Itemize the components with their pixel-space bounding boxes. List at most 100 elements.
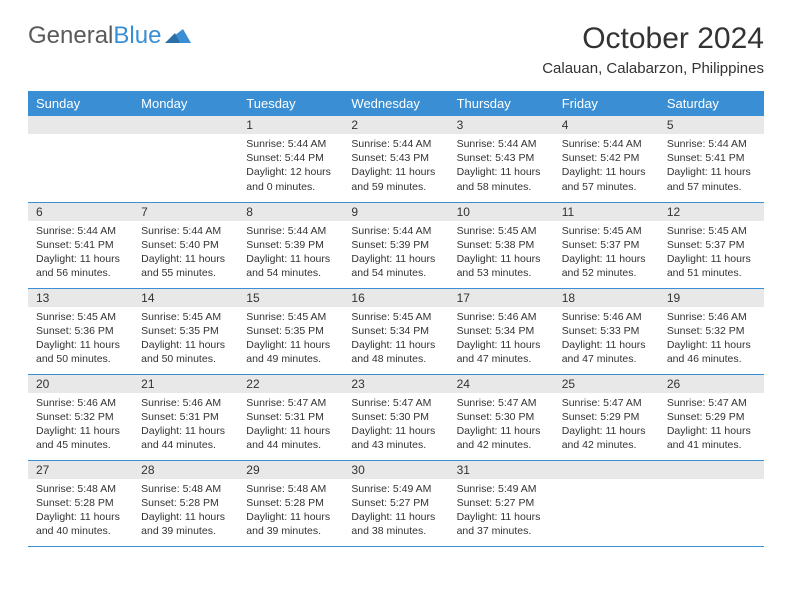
day-number: 20 (28, 375, 133, 393)
calendar-cell: 10Sunrise: 5:45 AMSunset: 5:38 PMDayligh… (449, 202, 554, 288)
day-number: 7 (133, 203, 238, 221)
location-text: Calauan, Calabarzon, Philippines (542, 60, 764, 77)
day-details: Sunrise: 5:44 AMSunset: 5:43 PMDaylight:… (449, 134, 554, 200)
day-details: Sunrise: 5:45 AMSunset: 5:34 PMDaylight:… (343, 307, 448, 373)
day-details: Sunrise: 5:44 AMSunset: 5:43 PMDaylight:… (343, 134, 448, 200)
calendar-cell: 8Sunrise: 5:44 AMSunset: 5:39 PMDaylight… (238, 202, 343, 288)
day-number: 22 (238, 375, 343, 393)
day-number: 4 (554, 116, 659, 134)
day-header: Saturday (659, 91, 764, 116)
calendar-cell: 24Sunrise: 5:47 AMSunset: 5:30 PMDayligh… (449, 374, 554, 460)
day-number: 8 (238, 203, 343, 221)
day-number: 28 (133, 461, 238, 479)
day-number: 16 (343, 289, 448, 307)
calendar-cell: 14Sunrise: 5:45 AMSunset: 5:35 PMDayligh… (133, 288, 238, 374)
calendar-cell: 23Sunrise: 5:47 AMSunset: 5:30 PMDayligh… (343, 374, 448, 460)
day-details: Sunrise: 5:45 AMSunset: 5:37 PMDaylight:… (554, 221, 659, 287)
calendar-cell: 2Sunrise: 5:44 AMSunset: 5:43 PMDaylight… (343, 116, 448, 202)
day-details: Sunrise: 5:46 AMSunset: 5:31 PMDaylight:… (133, 393, 238, 459)
day-details: Sunrise: 5:47 AMSunset: 5:30 PMDaylight:… (343, 393, 448, 459)
day-details: Sunrise: 5:45 AMSunset: 5:37 PMDaylight:… (659, 221, 764, 287)
calendar-cell: 9Sunrise: 5:44 AMSunset: 5:39 PMDaylight… (343, 202, 448, 288)
day-number-empty (133, 116, 238, 134)
day-details: Sunrise: 5:46 AMSunset: 5:33 PMDaylight:… (554, 307, 659, 373)
day-details: Sunrise: 5:49 AMSunset: 5:27 PMDaylight:… (449, 479, 554, 545)
day-details: Sunrise: 5:47 AMSunset: 5:29 PMDaylight:… (554, 393, 659, 459)
day-number: 14 (133, 289, 238, 307)
day-number: 11 (554, 203, 659, 221)
day-number: 2 (343, 116, 448, 134)
day-details: Sunrise: 5:44 AMSunset: 5:40 PMDaylight:… (133, 221, 238, 287)
day-header-row: SundayMondayTuesdayWednesdayThursdayFrid… (28, 91, 764, 116)
day-number: 27 (28, 461, 133, 479)
day-details: Sunrise: 5:48 AMSunset: 5:28 PMDaylight:… (28, 479, 133, 545)
calendar-cell (28, 116, 133, 202)
day-number: 31 (449, 461, 554, 479)
day-details: Sunrise: 5:44 AMSunset: 5:39 PMDaylight:… (343, 221, 448, 287)
logo-shape-icon (165, 22, 191, 50)
day-number: 3 (449, 116, 554, 134)
header: GeneralBlue October 2024 Calauan, Calaba… (28, 22, 764, 77)
calendar-cell: 25Sunrise: 5:47 AMSunset: 5:29 PMDayligh… (554, 374, 659, 460)
day-number: 10 (449, 203, 554, 221)
day-header: Friday (554, 91, 659, 116)
calendar-cell: 21Sunrise: 5:46 AMSunset: 5:31 PMDayligh… (133, 374, 238, 460)
calendar-cell: 4Sunrise: 5:44 AMSunset: 5:42 PMDaylight… (554, 116, 659, 202)
day-details: Sunrise: 5:45 AMSunset: 5:35 PMDaylight:… (238, 307, 343, 373)
day-number: 17 (449, 289, 554, 307)
calendar-cell: 11Sunrise: 5:45 AMSunset: 5:37 PMDayligh… (554, 202, 659, 288)
calendar-cell: 19Sunrise: 5:46 AMSunset: 5:32 PMDayligh… (659, 288, 764, 374)
day-number: 18 (554, 289, 659, 307)
day-details: Sunrise: 5:46 AMSunset: 5:32 PMDaylight:… (659, 307, 764, 373)
day-number: 12 (659, 203, 764, 221)
day-number: 15 (238, 289, 343, 307)
title-block: October 2024 Calauan, Calabarzon, Philip… (542, 22, 764, 77)
day-number-empty (659, 461, 764, 479)
day-details: Sunrise: 5:47 AMSunset: 5:31 PMDaylight:… (238, 393, 343, 459)
day-header: Thursday (449, 91, 554, 116)
day-details: Sunrise: 5:47 AMSunset: 5:29 PMDaylight:… (659, 393, 764, 459)
day-header: Wednesday (343, 91, 448, 116)
day-number: 19 (659, 289, 764, 307)
calendar-week-row: 13Sunrise: 5:45 AMSunset: 5:36 PMDayligh… (28, 288, 764, 374)
day-details: Sunrise: 5:45 AMSunset: 5:35 PMDaylight:… (133, 307, 238, 373)
day-number: 29 (238, 461, 343, 479)
day-number: 5 (659, 116, 764, 134)
calendar-cell: 28Sunrise: 5:48 AMSunset: 5:28 PMDayligh… (133, 460, 238, 546)
day-number-empty (28, 116, 133, 134)
calendar-cell: 16Sunrise: 5:45 AMSunset: 5:34 PMDayligh… (343, 288, 448, 374)
day-details: Sunrise: 5:44 AMSunset: 5:39 PMDaylight:… (238, 221, 343, 287)
brand-part2: Blue (113, 22, 161, 50)
month-title: October 2024 (542, 22, 764, 56)
day-details: Sunrise: 5:45 AMSunset: 5:36 PMDaylight:… (28, 307, 133, 373)
calendar-cell: 20Sunrise: 5:46 AMSunset: 5:32 PMDayligh… (28, 374, 133, 460)
calendar-table: SundayMondayTuesdayWednesdayThursdayFrid… (28, 91, 764, 547)
calendar-cell: 27Sunrise: 5:48 AMSunset: 5:28 PMDayligh… (28, 460, 133, 546)
day-number-empty (554, 461, 659, 479)
calendar-cell: 17Sunrise: 5:46 AMSunset: 5:34 PMDayligh… (449, 288, 554, 374)
calendar-cell: 1Sunrise: 5:44 AMSunset: 5:44 PMDaylight… (238, 116, 343, 202)
day-details: Sunrise: 5:49 AMSunset: 5:27 PMDaylight:… (343, 479, 448, 545)
day-number: 21 (133, 375, 238, 393)
day-number: 24 (449, 375, 554, 393)
day-number: 23 (343, 375, 448, 393)
day-details: Sunrise: 5:48 AMSunset: 5:28 PMDaylight:… (133, 479, 238, 545)
calendar-cell: 5Sunrise: 5:44 AMSunset: 5:41 PMDaylight… (659, 116, 764, 202)
day-details: Sunrise: 5:48 AMSunset: 5:28 PMDaylight:… (238, 479, 343, 545)
brand-part1: General (28, 22, 113, 50)
day-number: 26 (659, 375, 764, 393)
day-number: 25 (554, 375, 659, 393)
day-details: Sunrise: 5:45 AMSunset: 5:38 PMDaylight:… (449, 221, 554, 287)
brand-logo: GeneralBlue (28, 22, 191, 50)
calendar-cell: 3Sunrise: 5:44 AMSunset: 5:43 PMDaylight… (449, 116, 554, 202)
calendar-week-row: 20Sunrise: 5:46 AMSunset: 5:32 PMDayligh… (28, 374, 764, 460)
calendar-cell: 12Sunrise: 5:45 AMSunset: 5:37 PMDayligh… (659, 202, 764, 288)
calendar-cell: 26Sunrise: 5:47 AMSunset: 5:29 PMDayligh… (659, 374, 764, 460)
calendar-week-row: 6Sunrise: 5:44 AMSunset: 5:41 PMDaylight… (28, 202, 764, 288)
calendar-body: 1Sunrise: 5:44 AMSunset: 5:44 PMDaylight… (28, 116, 764, 546)
day-header: Monday (133, 91, 238, 116)
day-number: 30 (343, 461, 448, 479)
calendar-cell: 7Sunrise: 5:44 AMSunset: 5:40 PMDaylight… (133, 202, 238, 288)
day-details: Sunrise: 5:46 AMSunset: 5:34 PMDaylight:… (449, 307, 554, 373)
day-details: Sunrise: 5:44 AMSunset: 5:41 PMDaylight:… (28, 221, 133, 287)
